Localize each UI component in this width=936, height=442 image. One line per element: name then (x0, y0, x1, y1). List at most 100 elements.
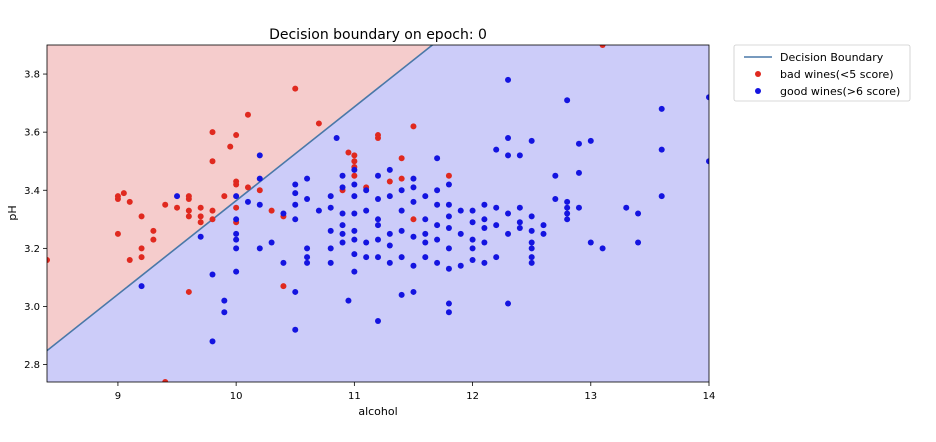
good-wine-point (528, 259, 535, 266)
good-wine-point (363, 239, 370, 246)
good-wine-point (410, 175, 417, 182)
good-wine-point (375, 254, 381, 261)
y-tick-label: 3.0 (24, 302, 40, 313)
good-wine-point (339, 230, 346, 237)
bad-wine-point (185, 193, 192, 200)
good-wine-point (386, 166, 393, 173)
good-wine-point (233, 193, 240, 200)
bad-wine-point (386, 178, 393, 185)
good-wine-point (457, 262, 464, 269)
good-wine-point (445, 300, 452, 307)
good-wine-point (138, 283, 145, 290)
x-tick-label: 12 (466, 391, 479, 402)
legend-good-marker (755, 88, 761, 94)
good-wine-point (528, 227, 535, 234)
good-wine-point (304, 259, 311, 266)
good-wine-point (304, 245, 311, 252)
good-wine-point (516, 219, 523, 226)
good-wine-point (351, 236, 358, 243)
good-wine-point (327, 193, 334, 200)
good-wine-point (363, 187, 370, 194)
good-wine-point (422, 216, 429, 223)
good-wine-point (457, 207, 464, 214)
good-wine-point (564, 97, 571, 104)
bad-wine-point (315, 120, 322, 127)
good-wine-point (351, 268, 358, 275)
bad-wine-point (126, 198, 133, 205)
decision-boundary-line (47, 45, 434, 352)
legend-bad-label: bad wines(<5 score) (780, 68, 894, 81)
good-wine-point (599, 245, 606, 252)
good-wine-point (587, 239, 594, 246)
good-wine-point (528, 213, 535, 220)
good-wine-point (434, 259, 441, 266)
good-wine-point (244, 198, 251, 205)
good-wine-point (256, 175, 263, 182)
good-wine-point (505, 230, 512, 237)
good-wine-point (233, 245, 240, 252)
good-wine-point (481, 216, 488, 223)
bad-wine-point (47, 256, 50, 263)
good-wine-point (209, 338, 216, 345)
good-wine-point (398, 227, 405, 234)
x-tick-label: 10 (230, 391, 243, 402)
good-wine-point (469, 207, 476, 214)
good-wine-point (434, 155, 441, 162)
good-wine-point (469, 245, 476, 252)
good-wine-point (351, 166, 358, 173)
good-wine-point (221, 297, 228, 304)
bad-wine-point (138, 245, 145, 252)
good-wine-point (268, 239, 275, 246)
good-wine-point (345, 297, 352, 304)
bad-wine-point (227, 143, 234, 150)
good-wine-point (375, 236, 381, 243)
bad-wine-point (345, 149, 352, 156)
good-wine-point (528, 239, 535, 246)
good-wine-point (233, 236, 240, 243)
good-wine-point (505, 134, 512, 141)
good-wine-point (564, 198, 571, 205)
bad-wine-point (398, 155, 405, 162)
y-tick-label: 3.6 (24, 128, 40, 139)
x-tick-label: 9 (115, 391, 121, 402)
good-wine-point (564, 216, 571, 223)
good-wine-point (528, 245, 535, 252)
plot-area (47, 45, 709, 382)
x-axis-ticks: 9 10 11 12 13 14 (115, 382, 715, 402)
good-wine-point (398, 254, 405, 261)
bad-wine-point (244, 111, 251, 118)
good-wine-point (339, 239, 346, 246)
bad-wine-point (209, 158, 216, 165)
good-wine-point (292, 181, 299, 188)
bad-wine-point (351, 172, 358, 179)
good-wine-point (706, 158, 709, 165)
good-wine-point (363, 207, 370, 214)
good-wine-point (351, 210, 358, 217)
good-wine-point (481, 239, 488, 246)
good-wine-point (635, 239, 642, 246)
bad-wine-point (185, 207, 192, 214)
bad-wine-point (375, 134, 381, 141)
bad-wine-point (292, 85, 299, 92)
good-wine-point (410, 233, 417, 240)
good-wine-point (292, 288, 299, 295)
bad-wine-point (599, 45, 606, 48)
good-wine-point (386, 259, 393, 266)
good-wine-point (339, 222, 346, 229)
x-tick-label: 11 (348, 391, 361, 402)
good-wine-point (493, 254, 500, 261)
good-wine-point (587, 137, 594, 144)
good-wine-point (445, 225, 452, 232)
good-wine-point (292, 201, 299, 208)
bad-wine-point (185, 288, 192, 295)
good-wine-point (422, 254, 429, 261)
good-wine-point (221, 309, 228, 316)
good-wine-point (434, 222, 441, 229)
good-wine-point (505, 76, 512, 83)
good-wine-point (516, 152, 523, 159)
points-layer (47, 45, 709, 382)
good-wine-point (233, 230, 240, 237)
good-wine-point (292, 190, 299, 197)
good-wine-point (469, 236, 476, 243)
good-wine-point (351, 251, 358, 258)
